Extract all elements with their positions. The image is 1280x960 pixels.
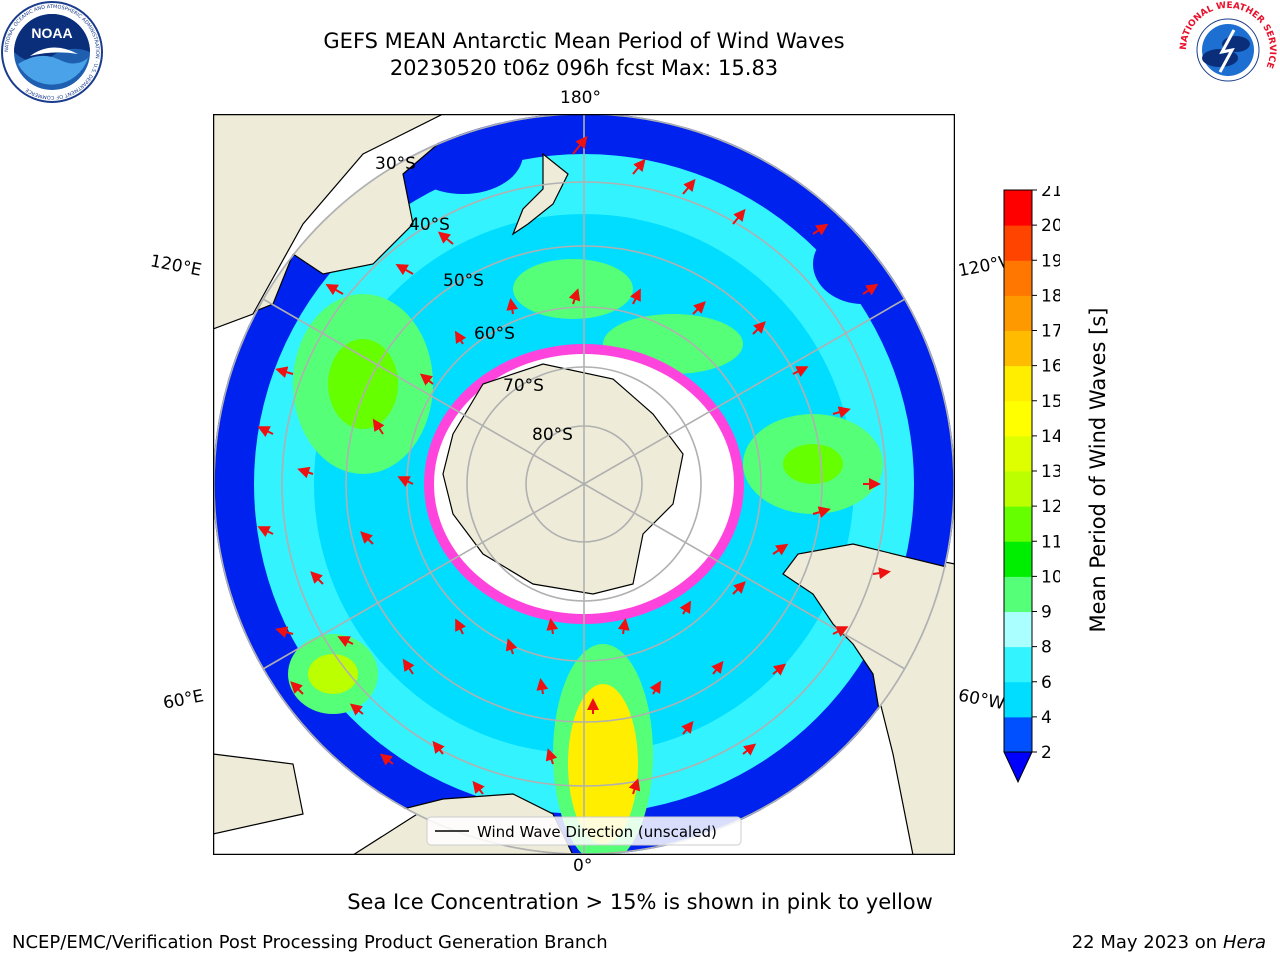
colorbar-tick-label: 19 <box>1041 251 1060 271</box>
colorbar-segment <box>1004 295 1032 331</box>
colorbar-tick-label: 11 <box>1041 532 1060 552</box>
lat-label-60s: 60°S <box>474 324 515 344</box>
colorbar-tick-label: 14 <box>1041 427 1060 447</box>
colorbar-tick-label: 21 <box>1041 186 1060 201</box>
credit-date: 22 May 2023 on <box>1071 932 1218 953</box>
colorbar-tick-label: 2 <box>1041 743 1052 763</box>
colorbar-tick-label: 6 <box>1041 673 1052 693</box>
colorbar-tick-label: 8 <box>1041 638 1052 658</box>
colorbar-tick-label: 16 <box>1041 357 1060 377</box>
nws-logo-icon: NATIONAL WEATHER SERVICE <box>1179 1 1277 82</box>
noaa-logo-text: NOAA <box>31 25 72 41</box>
colorbar-segment <box>1004 576 1032 612</box>
lon-label-0: 0° <box>573 856 593 876</box>
lat-label-30s: 30°S <box>375 154 416 174</box>
lon-label-120e: 120°E <box>148 251 204 281</box>
chart-title: GEFS MEAN Antarctic Mean Period of Wind … <box>323 29 845 53</box>
map-legend: Wind Wave Direction (unscaled) <box>426 816 742 846</box>
colorbar-segment <box>1004 435 1032 472</box>
lon-label-180: 180° <box>560 88 601 108</box>
credit-left: NCEP/EMC/Verification Post Processing Pr… <box>12 932 608 953</box>
colorbar-extend-arrow <box>1003 751 1033 784</box>
lat-label-40s: 40°S <box>409 215 450 235</box>
colorbar-tick-label: 10 <box>1041 567 1060 587</box>
colorbar-tick-label: 9 <box>1041 603 1052 623</box>
colorbar-tick-label: 17 <box>1041 322 1060 342</box>
map-border <box>213 114 955 855</box>
colorbar-segment <box>1004 400 1032 437</box>
colorbar-tick-label: 20 <box>1041 216 1060 236</box>
polar-map: 30°S 40°S 50°S 60°S 70°S 80°S Wind Wave … <box>213 114 955 855</box>
lon-label-60w: 60°W <box>956 685 1007 715</box>
chart-subtitle: 20230520 t06z 096h fcst Max: 15.83 <box>389 56 779 80</box>
colorbar-segment <box>1004 681 1032 718</box>
colorbar-segment <box>1004 365 1032 402</box>
lat-label-80s: 80°S <box>532 425 573 445</box>
land-new-zealand <box>511 152 569 236</box>
colorbar-segment <box>1004 260 1032 296</box>
colorbar-segment <box>1004 225 1032 261</box>
lat-label-70s: 70°S <box>503 376 544 396</box>
colorbar-segment <box>1004 716 1032 753</box>
legend-label: Wind Wave Direction (unscaled) <box>477 823 717 841</box>
credit-right: 22 May 2023 on Hera <box>1072 932 1266 953</box>
colorbar-tick-label: 18 <box>1041 286 1060 306</box>
colorbar-segment <box>1004 611 1032 648</box>
colorbar-label: Mean Period of Wind Waves [s] <box>1086 307 1110 633</box>
sea-ice-footnote: Sea Ice Concentration > 15% is shown in … <box>347 890 933 914</box>
land-australia-corner <box>213 114 444 330</box>
colorbar-tick-label: 13 <box>1041 462 1060 482</box>
credit-host: Hera <box>1222 932 1266 953</box>
colorbar-tick-label: 4 <box>1041 708 1052 728</box>
wave-direction-arrows <box>257 135 891 795</box>
colorbar-segment <box>1004 506 1032 542</box>
lat-label-50s: 50°S <box>443 271 484 291</box>
colorbar-segment <box>1004 330 1032 367</box>
colorbar: 2 4 6 8 9 10 11 12 13 14 15 16 17 18 19 20 21 <box>1003 186 1060 784</box>
noaa-logo-icon: NOAA NATIONAL OCEANIC AND ATMOSPHERIC AD… <box>1 1 103 103</box>
colorbar-tick-label: 15 <box>1041 392 1060 412</box>
colorbar-tick-label: 12 <box>1041 497 1060 517</box>
colorbar-segment <box>1004 646 1032 683</box>
colorbar-segment <box>1004 190 1032 226</box>
colorbar-segment <box>1004 471 1032 507</box>
colorbar-segment <box>1004 541 1032 577</box>
lon-label-60e: 60°E <box>161 686 206 714</box>
